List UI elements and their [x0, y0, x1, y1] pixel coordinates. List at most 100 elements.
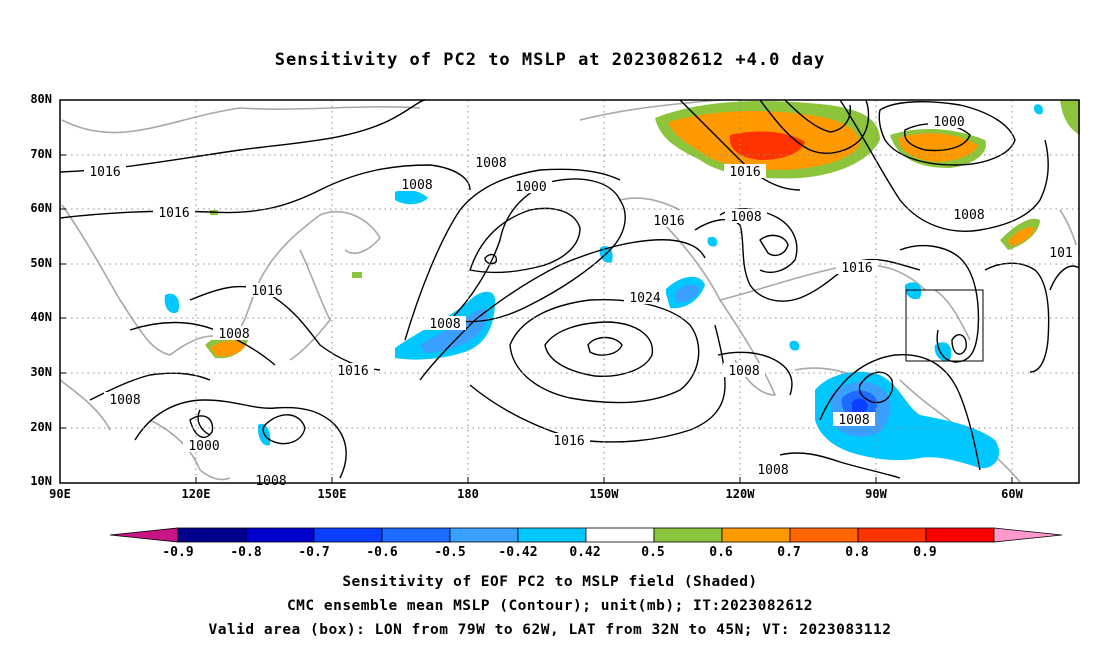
contour-label: 1016 — [246, 283, 288, 299]
svg-text:1008: 1008 — [838, 413, 869, 428]
lon-label: 150E — [317, 487, 347, 501]
colorbar-segment — [177, 527, 247, 543]
colorbar-label: -0.7 — [298, 545, 330, 560]
lat-label: 40N — [30, 310, 52, 324]
contour-label: 1016 — [724, 164, 766, 180]
colorbar-label: 0.9 — [913, 545, 937, 560]
contour-label: 1008 — [396, 177, 438, 193]
colorbar-arrow-right — [993, 527, 1063, 543]
plot-title: Sensitivity of PC2 to MSLP at 2023082612… — [274, 50, 826, 70]
colorbar-segment — [925, 527, 995, 543]
svg-text:1016: 1016 — [553, 434, 584, 449]
contour-label: 1016 — [84, 164, 126, 180]
colorbar-label: 0.7 — [777, 545, 801, 560]
colorbar-segment — [789, 527, 859, 543]
contour-label: 1024 — [624, 290, 666, 306]
svg-text:1000: 1000 — [933, 115, 964, 130]
contour-label: 1000 — [183, 438, 225, 454]
contour-label: 1008 — [948, 207, 990, 223]
svg-text:1008: 1008 — [757, 463, 788, 478]
contour-label: 1008 — [470, 155, 512, 171]
contour-label: 1008 — [213, 326, 255, 342]
contour-label: 1008 — [250, 473, 292, 489]
lon-label: 150W — [589, 487, 619, 501]
contour-label: 1016 — [648, 213, 690, 229]
lon-label: 90E — [49, 487, 71, 501]
colorbar-label: 0.8 — [845, 545, 869, 560]
colorbar-label: -0.9 — [162, 545, 194, 560]
colorbar-segment — [721, 527, 791, 543]
contour-label-group: 1016 1016 1008 1008 1000 1008 1016 1016 … — [84, 114, 1078, 489]
caption-line-3: Valid area (box): LON from 79W to 62W, L… — [208, 622, 892, 638]
contour-label: 1016 — [548, 433, 590, 449]
colorbar-segment — [449, 527, 519, 543]
colorbar-label: -0.8 — [230, 545, 262, 560]
svg-text:1016: 1016 — [337, 364, 368, 379]
svg-text:1016: 1016 — [729, 165, 760, 180]
ticks — [60, 154, 1013, 483]
svg-text:1000: 1000 — [188, 439, 219, 454]
svg-text:1008: 1008 — [255, 474, 286, 489]
svg-text:1008: 1008 — [475, 156, 506, 171]
svg-text:1016: 1016 — [251, 284, 282, 299]
gridlines — [60, 100, 1079, 483]
colorbar-segment — [245, 527, 315, 543]
svg-text:1016: 1016 — [653, 214, 684, 229]
colorbar-label: -0.5 — [434, 545, 466, 560]
colorbar — [109, 527, 1063, 543]
lon-label: 180 — [457, 487, 479, 501]
colorbar-segment — [313, 527, 383, 543]
mslp-contours — [59, 99, 1080, 479]
svg-text:1016: 1016 — [89, 165, 120, 180]
lat-label: 70N — [30, 147, 52, 161]
map-frame — [59, 99, 1080, 484]
svg-text:1008: 1008 — [953, 208, 984, 223]
contour-label: 1000 — [510, 179, 552, 195]
colorbar-label: -0.6 — [366, 545, 398, 560]
svg-text:1024: 1024 — [629, 291, 660, 306]
contour-label: 1008 — [723, 363, 765, 379]
colorbar-segment — [381, 527, 451, 543]
colorbar-segment — [517, 527, 587, 543]
caption-line-2: CMC ensemble mean MSLP (Contour); unit(m… — [286, 598, 814, 614]
lat-label: 30N — [30, 365, 52, 379]
lon-label: 90W — [865, 487, 887, 501]
colorbar-label: 0.42 — [569, 545, 601, 560]
contour-label: 1008 — [104, 392, 146, 408]
svg-text:1008: 1008 — [401, 178, 432, 193]
contour-label: 101 — [1044, 245, 1078, 261]
lat-label: 50N — [30, 256, 52, 270]
svg-text:1008: 1008 — [218, 327, 249, 342]
svg-text:1008: 1008 — [728, 364, 759, 379]
contour-label: 1008 — [725, 209, 767, 225]
lat-label: 20N — [30, 420, 52, 434]
colorbar-segment — [653, 527, 723, 543]
svg-text:1008: 1008 — [730, 210, 761, 225]
colorbar-label: -0.42 — [498, 545, 538, 560]
colorbar-segment — [585, 527, 655, 543]
contour-label: 1016 — [332, 363, 374, 379]
lat-label: 60N — [30, 201, 52, 215]
contour-label: 1016 — [836, 260, 878, 276]
contour-label: 1008 — [424, 316, 466, 332]
svg-text:1008: 1008 — [429, 317, 460, 332]
lon-label: 120E — [181, 487, 211, 501]
lon-label: 120W — [725, 487, 755, 501]
svg-text:1008: 1008 — [109, 393, 140, 408]
colorbar-segment — [857, 527, 927, 543]
svg-text:101: 101 — [1049, 246, 1072, 261]
validation-box — [905, 289, 984, 362]
lon-label: 60W — [1001, 487, 1023, 501]
colorbar-label: 0.6 — [709, 545, 733, 560]
colorbar-arrow-left — [109, 527, 179, 543]
contour-label: 1016 — [153, 205, 195, 221]
svg-text:1016: 1016 — [158, 206, 189, 221]
contour-label: 1008 — [833, 412, 875, 428]
lat-label: 10N — [30, 474, 52, 488]
caption-line-1: Sensitivity of EOF PC2 to MSLP field (Sh… — [342, 574, 758, 590]
svg-text:1016: 1016 — [841, 261, 872, 276]
svg-text:1000: 1000 — [515, 180, 546, 195]
colorbar-label: 0.5 — [641, 545, 665, 560]
contour-label: 1008 — [752, 462, 794, 478]
